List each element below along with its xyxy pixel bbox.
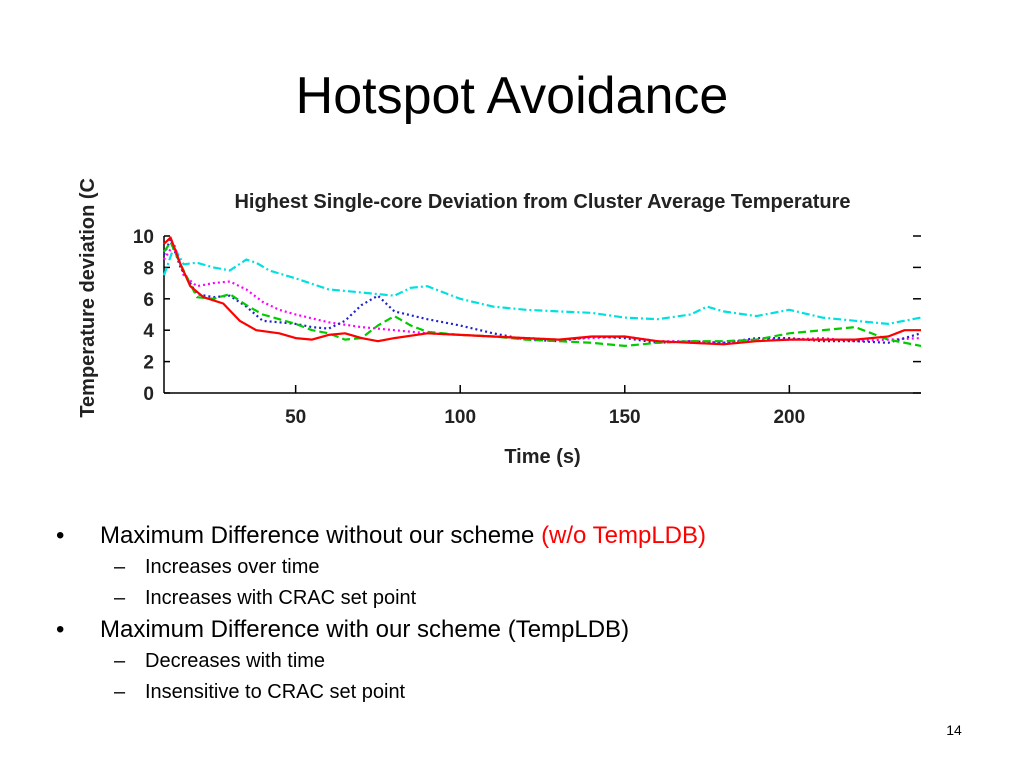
x-tick-label: 150 [609,407,641,428]
x-axis-label: Time (s) [504,446,580,468]
series-line-1 [164,247,921,324]
subbullet-text: Increases over time [145,556,320,578]
bullet-without-templdb: • Maximum Difference without our scheme … [56,520,956,552]
dash-marker: – [114,677,125,708]
y-tick-label: 0 [143,384,154,405]
page-number: 14 [934,722,974,738]
subbullet-text: Decreases with time [145,650,325,672]
subbullet-text: Insensitive to CRAC set point [145,681,405,703]
dash-marker: – [114,552,125,583]
bullet-dot: • [56,520,64,552]
chart-title: Highest Single-core Deviation from Clust… [234,191,850,213]
y-tick-label: 6 [143,290,154,311]
y-tick-label: 10 [133,227,154,248]
bullet-text: Maximum Difference with our scheme (Temp… [100,616,629,643]
y-tick-label: 8 [143,258,154,279]
subbullet-decreases-with-time: – Decreases with time [56,646,956,677]
x-tick-label: 50 [285,407,306,428]
x-tick-label: 200 [773,407,805,428]
bullet-text: Maximum Difference without our scheme [100,522,541,549]
bullet-list: • Maximum Difference without our scheme … [56,520,956,708]
subbullet-insensitive-to-crac: – Insensitive to CRAC set point [56,677,956,708]
dash-marker: – [114,646,125,677]
y-axis-label: Temperature deviation (C) [77,178,99,418]
series-line-4 [164,242,921,346]
bullet-with-templdb: • Maximum Difference with our scheme (Te… [56,614,956,646]
bullet-highlight: (w/o TempLDB) [541,522,706,549]
y-tick-label: 4 [143,321,154,342]
temperature-deviation-chart: Highest Single-core Deviation from Clust… [70,178,940,478]
series-line-3 [164,239,921,343]
subbullet-increases-with-crac: – Increases with CRAC set point [56,583,956,614]
slide-title: Hotspot Avoidance [0,64,1024,128]
dash-marker: – [114,583,125,614]
y-tick-label: 2 [143,353,154,374]
subbullet-text: Increases with CRAC set point [145,587,416,609]
bullet-dot: • [56,614,64,646]
x-tick-label: 100 [444,407,476,428]
series-line-2 [164,244,921,343]
series-line-5 [164,238,921,345]
subbullet-increases-over-time: – Increases over time [56,552,956,583]
